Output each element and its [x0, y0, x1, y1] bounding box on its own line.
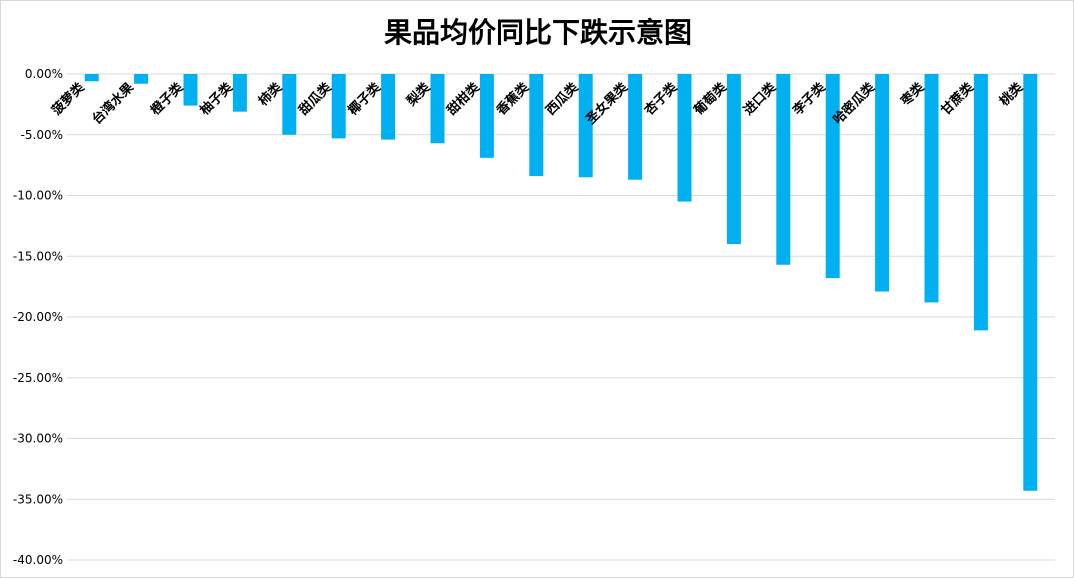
- y-tick-label: -30.00%: [13, 432, 63, 446]
- gridlines: [67, 73, 1055, 561]
- bar-10: [529, 74, 544, 177]
- bar-8: [430, 74, 445, 144]
- bar-4: [232, 74, 247, 112]
- category-label: 枣类: [897, 79, 928, 110]
- y-tick-label: 0.00%: [25, 67, 63, 81]
- category-label: 香蕉类: [493, 79, 533, 119]
- category-label: 甜瓜类: [296, 79, 336, 119]
- bar-11: [578, 74, 593, 178]
- category-label: 甜柑类: [444, 79, 484, 119]
- bar-5: [282, 74, 297, 135]
- category-label: 台湾水果: [89, 80, 137, 128]
- category-label: 进口类: [740, 79, 780, 119]
- bar-20: [1023, 74, 1038, 491]
- category-label: 柚子类: [197, 79, 237, 119]
- y-tick-label: -40.00%: [13, 553, 63, 567]
- category-label: 菠萝类: [49, 79, 89, 119]
- category-label: 杏子类: [641, 79, 681, 119]
- bar-1: [84, 74, 99, 82]
- category-label: 西瓜类: [543, 79, 583, 119]
- bar-17: [875, 74, 890, 292]
- bar-15: [776, 74, 791, 265]
- y-tick-label: -25.00%: [13, 371, 63, 385]
- category-label: 桃类: [996, 79, 1026, 109]
- bar-18: [924, 74, 939, 303]
- y-tick-label: -10.00%: [13, 189, 63, 203]
- category-label: 梨类: [403, 79, 434, 110]
- category-label: 甘蔗类: [938, 79, 978, 119]
- y-tick-label: -20.00%: [13, 310, 63, 324]
- bar-7: [381, 74, 396, 140]
- bar-2: [134, 74, 149, 84]
- category-label: 葡萄类: [690, 79, 730, 119]
- category-label: 椰子类: [345, 79, 385, 119]
- category-label: 橙子类: [147, 79, 187, 119]
- bar-19: [973, 74, 988, 331]
- bar-13: [677, 74, 692, 202]
- bar-6: [331, 74, 346, 139]
- y-tick-label: -15.00%: [13, 249, 63, 263]
- bar-9: [479, 74, 494, 158]
- category-label: 柿类: [255, 79, 285, 109]
- bar-12: [628, 74, 643, 180]
- chart-title: 果品均价同比下跌示意图: [383, 16, 692, 49]
- category-label: 李子类: [789, 79, 829, 119]
- bar-14: [726, 74, 741, 245]
- bars: [84, 74, 1038, 491]
- y-tick-label: -5.00%: [21, 128, 63, 142]
- y-tick-label: -35.00%: [13, 492, 63, 506]
- bar-3: [183, 74, 198, 106]
- bar-16: [825, 74, 840, 279]
- y-axis-tick-labels: 0.00% -5.00% -10.00% -15.00% -20.00% -25.00% -…: [13, 67, 63, 567]
